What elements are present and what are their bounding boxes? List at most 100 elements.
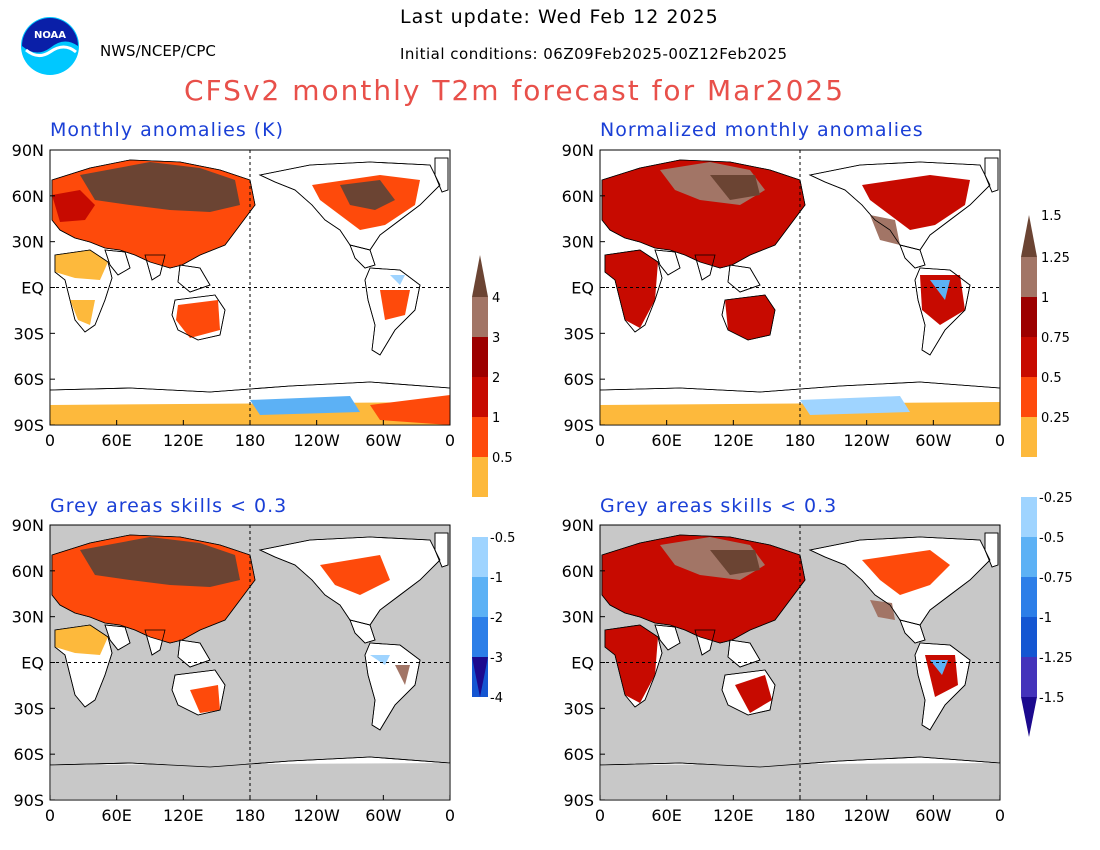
x-tick-label: 0: [45, 806, 55, 825]
y-tick-label: 60N: [562, 187, 594, 206]
initial-conditions: Initial conditions: 06Z09Feb2025-00Z12Fe…: [400, 45, 788, 63]
colorbar-swatch: [1021, 657, 1037, 697]
y-tick-label: 60S: [563, 745, 594, 764]
panel-title-skill-anomalies: Grey areas skills < 0.3: [50, 495, 288, 517]
colorbar-label: 4: [492, 291, 500, 306]
colorbar-normalized: 1.5 1.25 1 0.75 0.5 0.25 -0.25 -0.5 -0.75 -1 -1.25…: [1021, 209, 1073, 737]
panel-title-skill-normalized: Grey areas skills < 0.3: [600, 495, 838, 517]
x-tick-label: 60E: [101, 431, 131, 450]
x-tick-label: 180: [235, 431, 266, 450]
y-tick-label: 90S: [13, 791, 44, 810]
colorbar-label: -2: [490, 611, 503, 626]
colorbar-swatch: [472, 537, 488, 577]
colorbar-label: 1: [1041, 291, 1049, 306]
colorbar-swatch: [472, 497, 488, 537]
x-tick-label: 0: [595, 806, 605, 825]
map-normalized: [599, 149, 1001, 426]
colorbar-swatch: [1021, 497, 1037, 537]
colorbar-label: 0.25: [1041, 411, 1070, 426]
colorbars: 4 3 2 1 0.5 -0.5 -1 -2 -3 -4 1.5 1.25 1 0.75 0.5 0.25 -0…: [472, 209, 1073, 737]
y-tick-label: 90N: [12, 141, 44, 160]
x-tick-label: 60E: [101, 806, 131, 825]
y-tick-label: 90S: [563, 416, 594, 435]
x-tick-label: 0: [595, 431, 605, 450]
x-tick-label: 120E: [713, 431, 754, 450]
x-tick-label: 60W: [365, 431, 401, 450]
map-skill-normalized: [599, 524, 1001, 801]
colorbar-swatch: [472, 377, 488, 417]
colorbar-swatch: [472, 417, 488, 457]
map-anomalies: [49, 149, 451, 426]
y-tick-label: 90N: [12, 516, 44, 535]
panel-title-normalized: Normalized monthly anomalies: [600, 119, 924, 141]
y-tick-label: 30S: [563, 324, 594, 343]
x-tick-label: 0: [995, 431, 1005, 450]
x-tick-label: 120E: [163, 431, 204, 450]
colorbar-label: -0.75: [1039, 571, 1073, 586]
y-tick-label: 30S: [13, 324, 44, 343]
colorbar-tip-bottom: [1021, 697, 1037, 737]
colorbar-label: -4: [490, 691, 503, 706]
x-tick-label: 120W: [843, 806, 890, 825]
colorbar-label: 2: [492, 371, 500, 386]
x-tick-label: 120W: [293, 431, 340, 450]
y-tick-label: 30N: [12, 233, 44, 252]
colorbar-label: -1.5: [1039, 691, 1064, 706]
colorbar-label: 1.5: [1041, 209, 1062, 224]
colorbar-swatch: [1021, 297, 1037, 337]
y-tick-label: 30S: [563, 699, 594, 718]
colorbar-swatch: [472, 577, 488, 617]
x-tick-label: 60W: [915, 431, 951, 450]
y-tick-label: 30S: [13, 699, 44, 718]
x-tick-label: 120E: [163, 806, 204, 825]
colorbar-swatch: [472, 617, 488, 657]
y-tick-label: 30N: [562, 233, 594, 252]
colorbar-label: 3: [492, 331, 500, 346]
colorbar-kelvin: 4 3 2 1 0.5 -0.5 -1 -2 -3 -4: [472, 255, 515, 706]
y-tick-label: 60N: [562, 562, 594, 581]
org-label: NWS/NCEP/CPC: [100, 42, 216, 60]
colorbar-swatch: [1021, 257, 1037, 297]
y-tick-label: EQ: [21, 654, 44, 673]
y-tick-label: 90S: [563, 791, 594, 810]
colorbar-label: -1: [490, 571, 503, 586]
colorbar-swatch: [472, 297, 488, 337]
colorbar-label: 1.25: [1041, 251, 1070, 266]
x-tick-label: 180: [235, 806, 266, 825]
y-tick-label: 30N: [12, 608, 44, 627]
y-tick-label: 30N: [562, 608, 594, 627]
x-tick-label: 180: [785, 431, 816, 450]
x-tick-label: 0: [995, 806, 1005, 825]
colorbar-label: -1: [1039, 611, 1052, 626]
colorbar-swatch: [472, 457, 488, 497]
x-tick-label: 120W: [293, 806, 340, 825]
colorbar-label: 0.5: [492, 451, 513, 466]
x-tick-label: 0: [45, 431, 55, 450]
colorbar-tip-bottom: [472, 657, 488, 697]
panel-title-anomalies: Monthly anomalies (K): [50, 119, 285, 141]
colorbar-tip-top: [472, 255, 488, 297]
x-tick-label: 120W: [843, 431, 890, 450]
x-tick-label: 0: [445, 806, 455, 825]
colorbar-swatch: [1021, 377, 1037, 417]
colorbar-swatch: [1021, 337, 1037, 377]
colorbar-label: 1: [492, 411, 500, 426]
y-tick-label: 60N: [12, 187, 44, 206]
last-update: Last update: Wed Feb 12 2025: [400, 6, 719, 28]
colorbar-swatch: [1021, 457, 1037, 497]
colorbar-label: -3: [490, 651, 503, 666]
y-tick-label: 90N: [562, 516, 594, 535]
x-tick-label: 60W: [915, 806, 951, 825]
x-tick-label: 180: [785, 806, 816, 825]
x-tick-label: 120E: [713, 806, 754, 825]
y-tick-label: 90N: [562, 141, 594, 160]
colorbar-tip-top: [1021, 215, 1037, 257]
y-tick-label: 60S: [13, 745, 44, 764]
colorbar-label: 0.5: [1041, 371, 1062, 386]
y-tick-label: EQ: [571, 279, 594, 298]
colorbar-swatch: [1021, 537, 1037, 577]
colorbar-label: -0.5: [1039, 531, 1064, 546]
colorbar-swatch: [1021, 577, 1037, 617]
y-tick-label: EQ: [571, 654, 594, 673]
